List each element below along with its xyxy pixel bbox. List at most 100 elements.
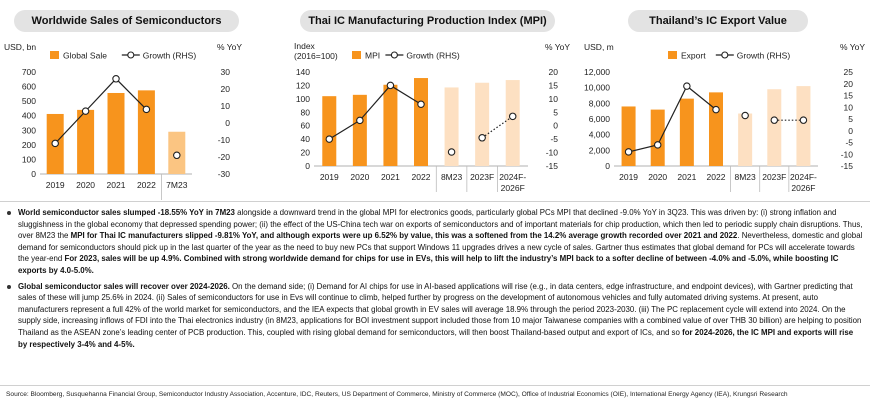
bar (505, 80, 520, 166)
right-axis-title: % YoY (545, 42, 570, 52)
bullet-1-part-1: World semiconductor sales slumped -18.55… (18, 208, 235, 217)
growth-point (624, 148, 633, 156)
bullet-2-part-1: Global semiconductor sales will recover … (18, 281, 230, 291)
source-note: Source: Bloomberg, Susquehanna Financial… (6, 391, 788, 398)
left-tick-label: 40 (301, 134, 311, 144)
bar (322, 96, 337, 166)
category-label: 2022 (137, 180, 156, 190)
chart-title: Thai IC Manufacturing Production Index (… (300, 10, 555, 32)
category-label: 2024F- (499, 172, 526, 182)
right-tick-label: 10 (221, 101, 231, 111)
left-tick-label: 120 (296, 80, 310, 90)
bullet-dot (7, 284, 11, 289)
growth-point (508, 112, 517, 121)
left-axis-title: Index (294, 41, 316, 51)
right-tick-label: 15 (844, 91, 854, 101)
category-label: 2019 (320, 172, 339, 182)
growth-point (51, 139, 59, 148)
category-label: 2019 (619, 172, 638, 182)
growth-point (356, 116, 364, 125)
left-tick-label: 0 (305, 161, 310, 171)
left-axis-title: USD, m (584, 42, 614, 52)
left-tick-label: 140 (296, 67, 310, 77)
bar (621, 106, 636, 166)
bar (475, 82, 490, 166)
left-tick-label: 10,000 (584, 83, 610, 93)
bar (414, 78, 428, 166)
divider-top (0, 201, 870, 202)
bar (137, 90, 155, 174)
right-tick-label: 20 (549, 67, 559, 77)
right-tick-label: 10 (549, 94, 559, 104)
chart-panel-ic-export-value: Thailand’s IC Export Value USD, m% YoY 0 2… (580, 0, 870, 200)
left-tick-label: 12,000 (584, 67, 610, 77)
right-tick-label: -15 (546, 161, 559, 171)
legend-label-bar: Export (681, 51, 706, 61)
bar (77, 109, 95, 174)
chart-ic-export-value: USD, m % YoY 0 2,000 4,000 6,000 8,000 10,000 12… (584, 42, 865, 193)
left-tick-label: 2,000 (589, 145, 611, 155)
legend-label-bar: Global Sale (63, 51, 107, 61)
bullet-1-part-2: alongside a downward trend in the global… (18, 208, 863, 241)
legend-bar-swatch (668, 51, 677, 59)
growth-point (653, 141, 662, 149)
left-axis-title: USD, bn (4, 42, 36, 52)
category-label: 2023F (470, 172, 494, 182)
category-label: 2026F (501, 183, 525, 193)
growth-point (683, 82, 691, 90)
growth-line (628, 85, 717, 153)
growth-point (417, 100, 425, 108)
left-tick-label: 100 (296, 94, 310, 104)
bullet-semiconductor-sales: World semiconductor sales slumped -18.55… (6, 207, 864, 277)
legend-bar-swatch (50, 51, 59, 59)
right-tick-label: 25 (844, 67, 854, 77)
category-label: 2020 (350, 172, 369, 182)
left-tick-label: 80 (301, 107, 311, 117)
right-tick-label: -10 (218, 135, 231, 145)
category-label: 8M23 (735, 172, 757, 182)
growth-line (54, 77, 147, 144)
bar (107, 92, 125, 174)
right-tick-label: 10 (844, 102, 854, 112)
right-tick-label: -5 (845, 138, 853, 148)
category-label: 2021 (677, 172, 696, 182)
bullet-recovery-outlook: Global semiconductor sales will recover … (6, 281, 864, 351)
bar (650, 109, 665, 166)
bar (383, 84, 398, 166)
category-label: 2024F- (790, 172, 817, 182)
chart-thai-ic-mpi: Index(2016=100)% YoY020406080100120140-1… (294, 41, 570, 193)
category-label: 2020 (76, 180, 95, 190)
category-label: 7M23 (166, 180, 188, 190)
left-tick-label: 0 (605, 161, 610, 171)
left-tick-label: 0 (31, 169, 36, 179)
bullet-1-part-4: . Nevertheless, domestic and global dema… (18, 231, 863, 264)
left-tick-label: 6,000 (589, 114, 611, 124)
right-axis-title: % YoY (840, 42, 865, 52)
category-label: 2019 (46, 180, 65, 190)
right-tick-label: 20 (221, 84, 231, 94)
growth-point (478, 134, 486, 142)
right-tick-label: 0 (553, 121, 558, 131)
bullet-1-part-3: MPI for Thai IC manufacturers slipped -9… (70, 231, 738, 241)
left-tick-label: 500 (22, 96, 36, 106)
bar (796, 86, 811, 166)
bar (767, 89, 782, 166)
right-tick-label: 15 (549, 80, 559, 90)
left-tick-label: 20 (301, 148, 311, 158)
bar (709, 92, 723, 166)
right-tick-label: -20 (218, 152, 231, 162)
left-tick-label: 4,000 (589, 130, 611, 140)
right-tick-label: -15 (841, 161, 854, 171)
growth-point (386, 81, 395, 90)
legend-line-marker (721, 51, 729, 59)
legend-label-line: Growth (RHS) (143, 51, 197, 61)
growth-point (142, 105, 151, 114)
category-label: 2023F (762, 172, 786, 182)
divider-bottom (0, 385, 870, 386)
category-label: 2022 (707, 172, 726, 182)
bullet-2-part-2: On the demand side; (i) Demand for AI ch… (18, 281, 862, 337)
right-tick-label: 5 (553, 107, 558, 117)
bullet-1-part-5: For 2023, sales will be up 4.9%. Combine… (18, 254, 839, 275)
right-tick-label: 0 (848, 126, 853, 136)
left-tick-label: 600 (22, 82, 36, 92)
